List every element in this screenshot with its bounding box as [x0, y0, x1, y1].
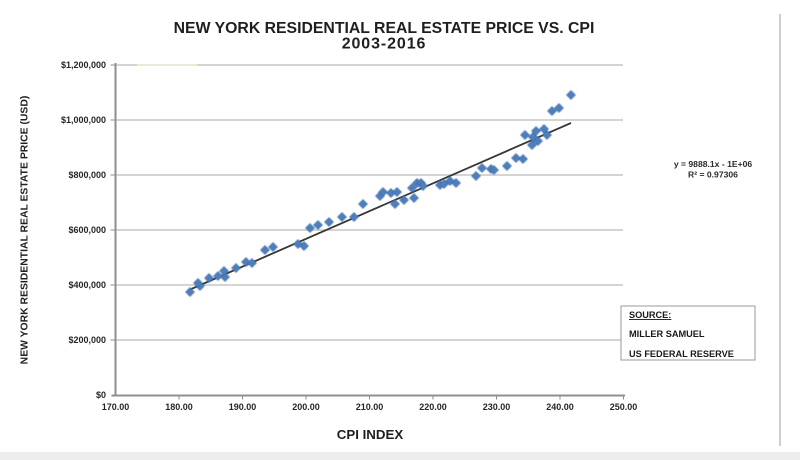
svg-text:230.00: 230.00	[483, 402, 511, 412]
svg-text:$600,000: $600,000	[68, 225, 106, 235]
svg-text:200.00: 200.00	[292, 402, 320, 412]
svg-text:250.00: 250.00	[610, 402, 638, 412]
svg-text:$0: $0	[96, 390, 106, 400]
svg-text:$200,000: $200,000	[68, 335, 106, 345]
svg-text:240.00: 240.00	[546, 402, 574, 412]
svg-text:170.00: 170.00	[102, 402, 130, 412]
svg-text:$800,000: $800,000	[68, 170, 106, 180]
svg-text:$400,000: $400,000	[68, 280, 106, 290]
svg-text:$1,200,000: $1,200,000	[61, 60, 106, 70]
svg-text:R² = 0.97306: R² = 0.97306	[688, 170, 738, 180]
svg-text:190.00: 190.00	[229, 402, 257, 412]
svg-text:220.00: 220.00	[419, 402, 447, 412]
svg-text:US FEDERAL RESERVE: US FEDERAL RESERVE	[629, 349, 734, 359]
svg-text:CPI INDEX: CPI INDEX	[337, 427, 404, 442]
svg-text:210.00: 210.00	[356, 402, 384, 412]
svg-text:$1,000,000: $1,000,000	[61, 115, 106, 125]
svg-text:NEW YORK RESIDENTIAL REAL ESTA: NEW YORK RESIDENTIAL REAL ESTATE PRICE (…	[20, 96, 31, 365]
svg-text:2003-2016: 2003-2016	[342, 36, 427, 53]
svg-text:y = 9888.1x - 1E+06: y = 9888.1x - 1E+06	[674, 159, 753, 169]
svg-text:NEW YORK RESIDENTIAL REAL ESTA: NEW YORK RESIDENTIAL REAL ESTATE PRICE V…	[174, 20, 595, 37]
svg-text:MILLER SAMUEL: MILLER SAMUEL	[629, 329, 705, 339]
svg-text:180.00: 180.00	[165, 402, 193, 412]
svg-text:SOURCE:: SOURCE:	[629, 310, 671, 320]
